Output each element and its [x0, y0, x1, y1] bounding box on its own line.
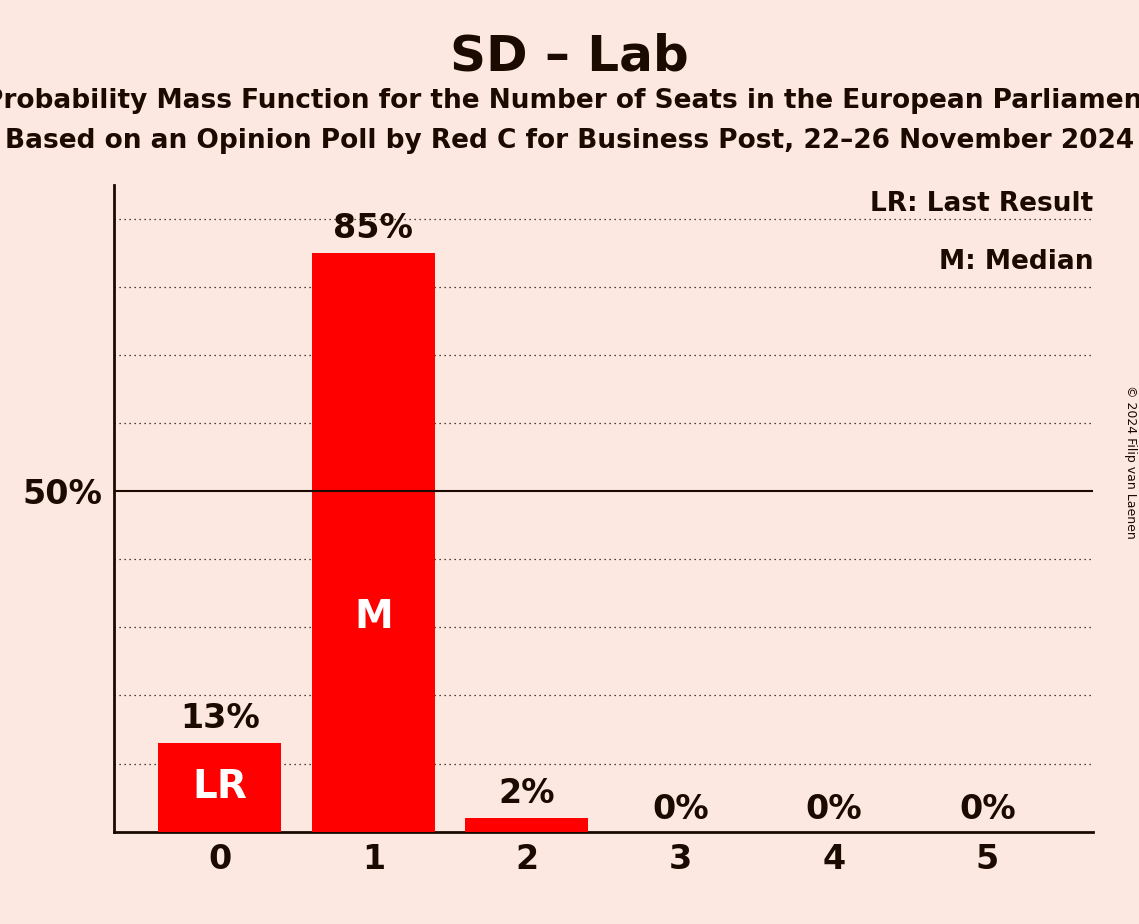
Text: M: M	[354, 599, 393, 637]
Text: 0%: 0%	[805, 793, 862, 826]
Text: Probability Mass Function for the Number of Seats in the European Parliament: Probability Mass Function for the Number…	[0, 88, 1139, 114]
Bar	[158, 743, 281, 832]
Text: 2%: 2%	[499, 777, 555, 809]
Text: 0%: 0%	[653, 793, 708, 826]
Text: SD – Lab: SD – Lab	[450, 32, 689, 80]
Text: LR: LR	[192, 769, 247, 807]
Text: Based on an Opinion Poll by Red C for Business Post, 22–26 November 2024: Based on an Opinion Poll by Red C for Bu…	[5, 128, 1134, 153]
Text: M: Median: M: Median	[939, 249, 1093, 275]
Text: 85%: 85%	[334, 212, 413, 245]
Text: LR: Last Result: LR: Last Result	[870, 191, 1093, 217]
Text: © 2024 Filip van Laenen: © 2024 Filip van Laenen	[1124, 385, 1137, 539]
Text: 13%: 13%	[180, 702, 260, 735]
Bar	[312, 253, 435, 832]
Bar	[466, 818, 589, 832]
Text: 0%: 0%	[959, 793, 1016, 826]
